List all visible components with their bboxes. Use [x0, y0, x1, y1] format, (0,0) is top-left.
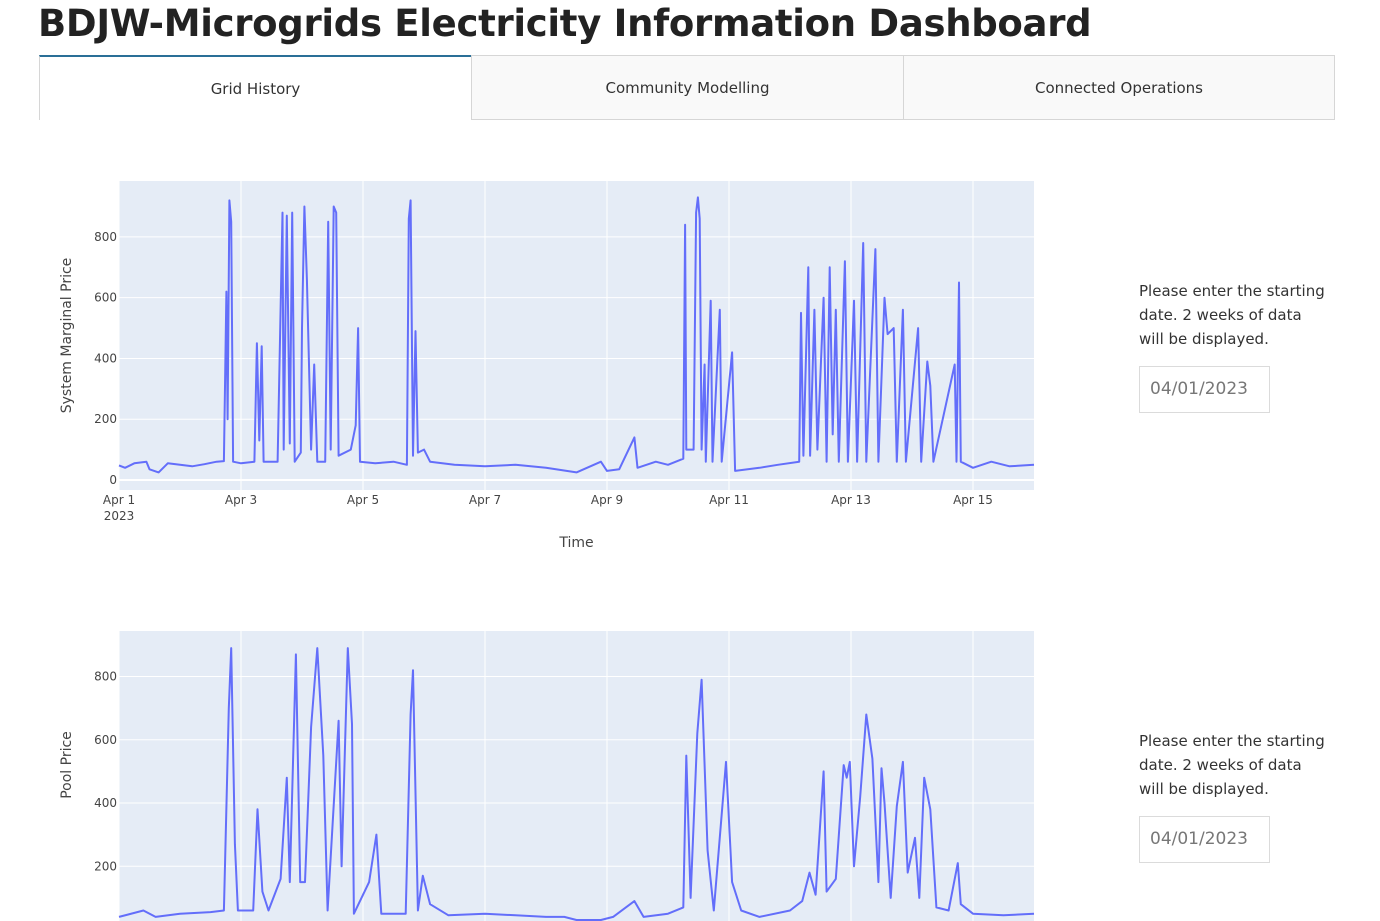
plot-area	[119, 181, 1034, 490]
date-prompt: Please enter the starting date. 2 weeks …	[1139, 282, 1325, 348]
x-tick-label: Apr 1	[103, 493, 135, 507]
x-tick-year: 2023	[104, 509, 135, 523]
x-tick-label: Apr 7	[469, 493, 501, 507]
price-line	[118, 196, 1035, 474]
x-tick-label: Apr 11	[709, 493, 749, 507]
y-tick-label: 600	[94, 291, 117, 305]
y-tick-label: 600	[94, 733, 117, 747]
y-axis-title: Pool Price	[59, 731, 75, 799]
x-tick-label: Apr 15	[953, 493, 993, 507]
y-tick-label: 400	[94, 351, 117, 365]
x-tick-label: Apr 5	[347, 493, 379, 507]
x-tick-label: Apr 9	[591, 493, 623, 507]
page-title: BDJW-Microgrids Electricity Information …	[38, 2, 1092, 45]
date-input[interactable]: 04/01/2023	[1139, 366, 1270, 413]
x-tick-label: Apr 13	[831, 493, 871, 507]
tab[interactable]: Grid History	[39, 55, 472, 120]
x-axis-title: Time	[558, 535, 593, 551]
x-tick-label: Apr 3	[225, 493, 257, 507]
y-tick-label: 800	[94, 670, 117, 684]
y-tick-label: 0	[109, 473, 117, 487]
tab[interactable]: Community Modelling	[471, 55, 904, 120]
plot-area	[119, 631, 1034, 921]
date-input[interactable]: 04/01/2023	[1139, 816, 1270, 863]
y-tick-label: 200	[94, 859, 117, 873]
date-prompt: Please enter the starting date. 2 weeks …	[1139, 732, 1325, 798]
y-tick-label: 200	[94, 412, 117, 426]
tab[interactable]: Connected Operations	[903, 55, 1335, 120]
price-line	[118, 647, 1035, 921]
y-axis-title: System Marginal Price	[59, 258, 75, 414]
y-tick-label: 800	[94, 230, 117, 244]
y-tick-label: 400	[94, 796, 117, 810]
